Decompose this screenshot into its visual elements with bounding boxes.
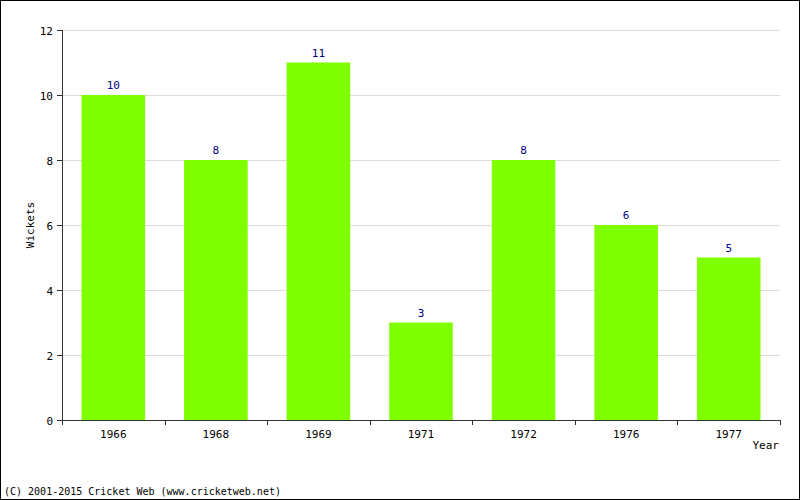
data-label: 6 [623,209,630,222]
x-tick-label: 1977 [715,428,742,441]
x-tick-label: 1969 [305,428,332,441]
bar [697,258,761,421]
grid-line [62,30,780,31]
data-label: 5 [725,242,732,255]
y-tick [57,290,62,291]
x-tick [165,420,166,425]
data-label: 3 [418,307,425,320]
grid-line [62,225,780,226]
x-tick [575,420,576,425]
bar [81,95,145,420]
grid-line [62,95,780,96]
x-axis [62,420,780,421]
y-tick [57,95,62,96]
y-tick-label: 2 [46,350,53,363]
x-tick [780,420,781,425]
y-axis-label: Wickets [24,202,37,248]
y-tick [57,355,62,356]
x-tick-label: 1972 [510,428,537,441]
grid-line [62,290,780,291]
bars [81,63,760,421]
data-label: 8 [213,144,220,157]
y-tick-label: 4 [46,285,53,298]
bar [287,63,351,421]
x-tick-label: 1976 [613,428,640,441]
bar [594,225,658,420]
x-tick [267,420,268,425]
data-label: 11 [312,47,325,60]
y-tick [57,160,62,161]
y-tick [57,420,62,421]
y-tick-label: 6 [46,220,53,233]
bar [389,323,453,421]
x-tick [472,420,473,425]
y-tick-label: 0 [46,415,53,428]
x-tick [677,420,678,425]
x-tick-label: 1968 [203,428,230,441]
data-label: 8 [520,144,527,157]
x-tick [62,420,63,425]
y-tick-label: 10 [40,90,53,103]
chart: 0 2 4 6 8 10 12 10 8 11 3 8 6 5 1966 1968 1969 1971 1972 19… [0,0,800,500]
x-tick [370,420,371,425]
grid-line [62,420,780,421]
y-tick [57,30,62,31]
bar [492,160,556,420]
y-tick-label: 12 [40,25,53,38]
grid-line [62,160,780,161]
x-tick-label: 1971 [408,428,435,441]
x-tick-label: 1966 [100,428,127,441]
y-tick-label: 8 [46,155,53,168]
x-axis-label: Year [753,439,780,452]
frame [1,1,800,500]
data-label: 10 [107,79,120,92]
y-tick [57,225,62,226]
bar [184,160,248,420]
chart-container: 0 2 4 6 8 10 12 10 8 11 3 8 6 5 1966 1968 1969 1971 1972 19… [0,0,800,500]
copyright: (C) 2001-2015 Cricket Web (www.cricketwe… [4,486,281,497]
y-axis [62,30,63,420]
